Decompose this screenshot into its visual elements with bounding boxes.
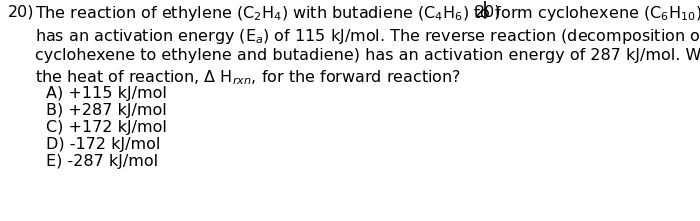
Text: C) +172 kJ/mol: C) +172 kJ/mol bbox=[46, 120, 167, 135]
Text: D) -172 kJ/mol: D) -172 kJ/mol bbox=[46, 137, 160, 152]
Text: B) +287 kJ/mol: B) +287 kJ/mol bbox=[46, 103, 167, 118]
Text: cyclohexene to ethylene and butadiene) has an activation energy of 287 kJ/mol. W: cyclohexene to ethylene and butadiene) h… bbox=[35, 48, 700, 63]
Text: 20): 20) bbox=[8, 4, 34, 19]
Text: 20): 20) bbox=[475, 4, 501, 19]
Text: The reaction of ethylene (C$_2$H$_4$) with butadiene (C$_4$H$_6$) to form cycloh: The reaction of ethylene (C$_2$H$_4$) wi… bbox=[35, 4, 700, 23]
Text: A) +115 kJ/mol: A) +115 kJ/mol bbox=[46, 86, 167, 101]
Text: has an activation energy (E$_a$) of 115 kJ/mol. The reverse reaction (decomposit: has an activation energy (E$_a$) of 115 … bbox=[35, 27, 700, 46]
Text: the heat of reaction, Δ H$_{rxn}$, for the forward reaction?: the heat of reaction, Δ H$_{rxn}$, for t… bbox=[35, 69, 461, 87]
Text: E) -287 kJ/mol: E) -287 kJ/mol bbox=[46, 154, 158, 169]
